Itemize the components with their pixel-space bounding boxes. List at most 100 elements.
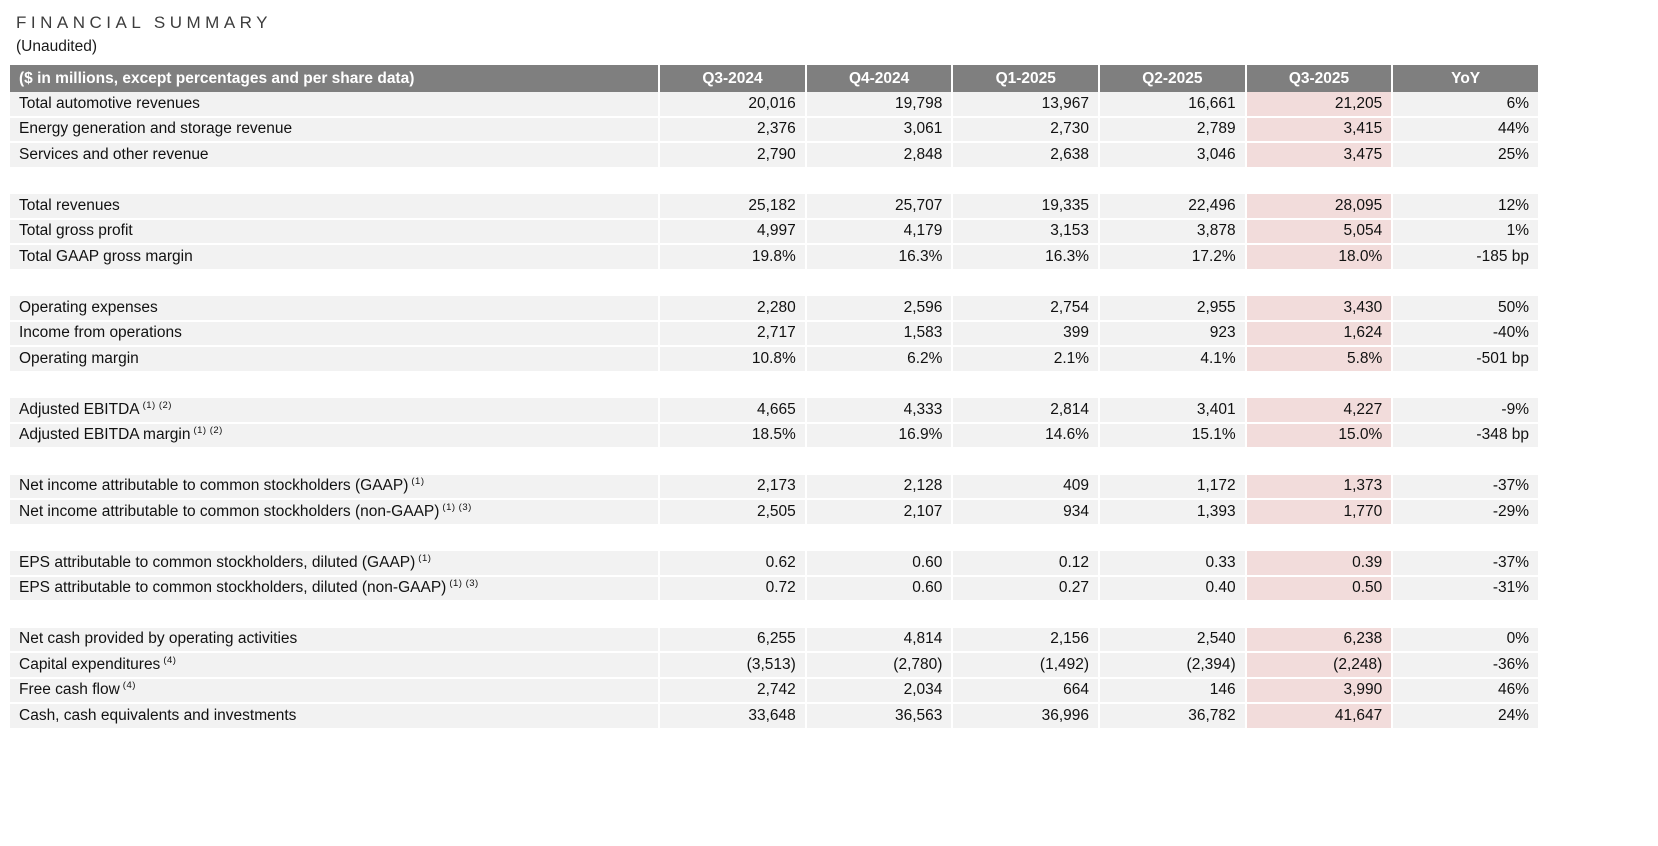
table-row: Income from operations 2,717 1,583 399 923 1,…	[10, 321, 1538, 347]
cell-q1-2025: 16.3%	[951, 245, 1099, 271]
cell-yoy: 0%	[1391, 627, 1538, 653]
cell-q4-2024: 4,814	[804, 627, 952, 653]
cell-q4-2024: 0.60	[804, 551, 952, 577]
table-row: Operating expenses 2,280 2,596 2,754 2,955 3,…	[10, 296, 1538, 322]
cell-q3-2024: 4,665	[658, 398, 805, 424]
table-row: Energy generation and storage revenue 2,3…	[10, 117, 1538, 143]
table-row: Net cash provided by operating activitie…	[10, 627, 1538, 653]
cell-q4-2024: 2,034	[804, 678, 952, 704]
cell-yoy: 46%	[1391, 678, 1538, 704]
row-label: Operating margin	[10, 347, 659, 373]
cell-yoy: -31%	[1391, 576, 1538, 602]
cell-yoy: -348 bp	[1391, 423, 1538, 449]
spacer-row	[10, 602, 1538, 628]
cell-yoy: -37%	[1391, 551, 1538, 577]
cell-q3-2024: 4,997	[658, 219, 805, 245]
cell-q3-2024: 19.8%	[658, 245, 805, 271]
cell-q4-2024: 6.2%	[804, 347, 952, 373]
cell-yoy: -37%	[1391, 474, 1538, 500]
cell-q1-2025: 13,967	[951, 92, 1099, 118]
row-label: Net cash provided by operating activitie…	[10, 627, 659, 653]
table-row: Capital expenditures (4) (3,513) (2,780) (1,…	[10, 653, 1538, 679]
cell-yoy: -40%	[1391, 321, 1538, 347]
cell-q4-2024: (2,780)	[804, 653, 952, 679]
cell-q2-2025: 0.40	[1098, 576, 1245, 602]
cell-q1-2025: 36,996	[951, 704, 1099, 730]
spacer-row	[10, 372, 1538, 398]
table-row: Free cash flow (4) 2,742 2,034 664 146 3,990 46…	[10, 678, 1538, 704]
cell-q3-2025: 3,430	[1244, 296, 1392, 322]
row-label: Total gross profit	[10, 219, 659, 245]
footnote-marker: (1)	[411, 476, 425, 488]
row-label: Total revenues	[10, 194, 659, 220]
page-title: FINANCIAL SUMMARY	[16, 13, 272, 32]
cell-q4-2024: 4,179	[804, 219, 952, 245]
cell-q1-2025: 2.1%	[951, 347, 1099, 373]
cell-q3-2024: 2,790	[658, 143, 805, 169]
cell-q3-2024: (3,513)	[658, 653, 805, 679]
cell-q3-2025: 0.39	[1244, 551, 1392, 577]
row-label: Adjusted EBITDA (1) (2)	[10, 398, 659, 424]
cell-q3-2025: (2,248)	[1244, 653, 1392, 679]
page-subtitle: (Unaudited)	[16, 38, 97, 55]
cell-q2-2025: 16,661	[1098, 92, 1245, 118]
cell-q2-2025: 0.33	[1098, 551, 1245, 577]
cell-q1-2025: 399	[951, 321, 1099, 347]
cell-q3-2025: 28,095	[1244, 194, 1392, 220]
row-label: Capital expenditures (4)	[10, 653, 659, 679]
cell-q2-2025: 2,540	[1098, 627, 1245, 653]
table-row: Net income attributable to common stockh…	[10, 500, 1538, 526]
footnote-marker: (1) (2)	[193, 425, 223, 437]
table-header-caption: ($ in millions, except percentages and p…	[10, 65, 659, 92]
cell-q3-2024: 18.5%	[658, 423, 805, 449]
cell-q4-2024: 1,583	[804, 321, 952, 347]
row-label: Services and other revenue	[10, 143, 659, 169]
cell-q3-2024: 2,505	[658, 500, 805, 526]
cell-q3-2024: 33,648	[658, 704, 805, 730]
cell-q1-2025: 934	[951, 500, 1099, 526]
cell-q3-2025: 3,415	[1244, 117, 1392, 143]
cell-q3-2024: 10.8%	[658, 347, 805, 373]
row-label: EPS attributable to common stockholders,…	[10, 551, 659, 577]
cell-q3-2024: 0.72	[658, 576, 805, 602]
cell-q2-2025: 17.2%	[1098, 245, 1245, 271]
cell-yoy: -9%	[1391, 398, 1538, 424]
cell-q1-2025: 409	[951, 474, 1099, 500]
cell-q1-2025: 2,730	[951, 117, 1099, 143]
financial-summary-table: ($ in millions, except percentages and p…	[10, 65, 1538, 730]
footnote-marker: (4)	[122, 680, 136, 692]
column-header-q2-2025: Q2-2025	[1098, 65, 1245, 92]
cell-yoy: 24%	[1391, 704, 1538, 730]
cell-q2-2025: 1,172	[1098, 474, 1245, 500]
spacer-row	[10, 449, 1538, 475]
row-label: EPS attributable to common stockholders,…	[10, 576, 659, 602]
row-label: Adjusted EBITDA margin (1) (2)	[10, 423, 659, 449]
footnote-marker: (1) (3)	[449, 578, 479, 590]
cell-q2-2025: 3,046	[1098, 143, 1245, 169]
table-row: Adjusted EBITDA margin (1) (2) 18.5% 16.9% 1…	[10, 423, 1538, 449]
footnote-marker: (1) (3)	[442, 501, 472, 513]
cell-q4-2024: 2,128	[804, 474, 952, 500]
cell-q3-2024: 2,742	[658, 678, 805, 704]
cell-q2-2025: 36,782	[1098, 704, 1245, 730]
table-row: Cash, cash equivalents and investments 33…	[10, 704, 1538, 730]
spacer-row	[10, 270, 1538, 296]
table-row: Total automotive revenues 20,016 19,798 13,…	[10, 92, 1538, 118]
cell-q1-2025: 664	[951, 678, 1099, 704]
row-label: Net income attributable to common stockh…	[10, 500, 659, 526]
table-row: EPS attributable to common stockholders,…	[10, 551, 1538, 577]
cell-yoy: -36%	[1391, 653, 1538, 679]
cell-q1-2025: 0.12	[951, 551, 1099, 577]
cell-q2-2025: 3,878	[1098, 219, 1245, 245]
cell-q4-2024: 4,333	[804, 398, 952, 424]
cell-q3-2025: 3,990	[1244, 678, 1392, 704]
table-row: Services and other revenue 2,790 2,848 2,63…	[10, 143, 1538, 169]
cell-yoy: -501 bp	[1391, 347, 1538, 373]
cell-yoy: 50%	[1391, 296, 1538, 322]
column-header-q4-2024: Q4-2024	[804, 65, 952, 92]
cell-q1-2025: 2,814	[951, 398, 1099, 424]
cell-q3-2025: 21,205	[1244, 92, 1392, 118]
row-label: Income from operations	[10, 321, 659, 347]
table-row: Net income attributable to common stockh…	[10, 474, 1538, 500]
cell-q1-2025: 14.6%	[951, 423, 1099, 449]
